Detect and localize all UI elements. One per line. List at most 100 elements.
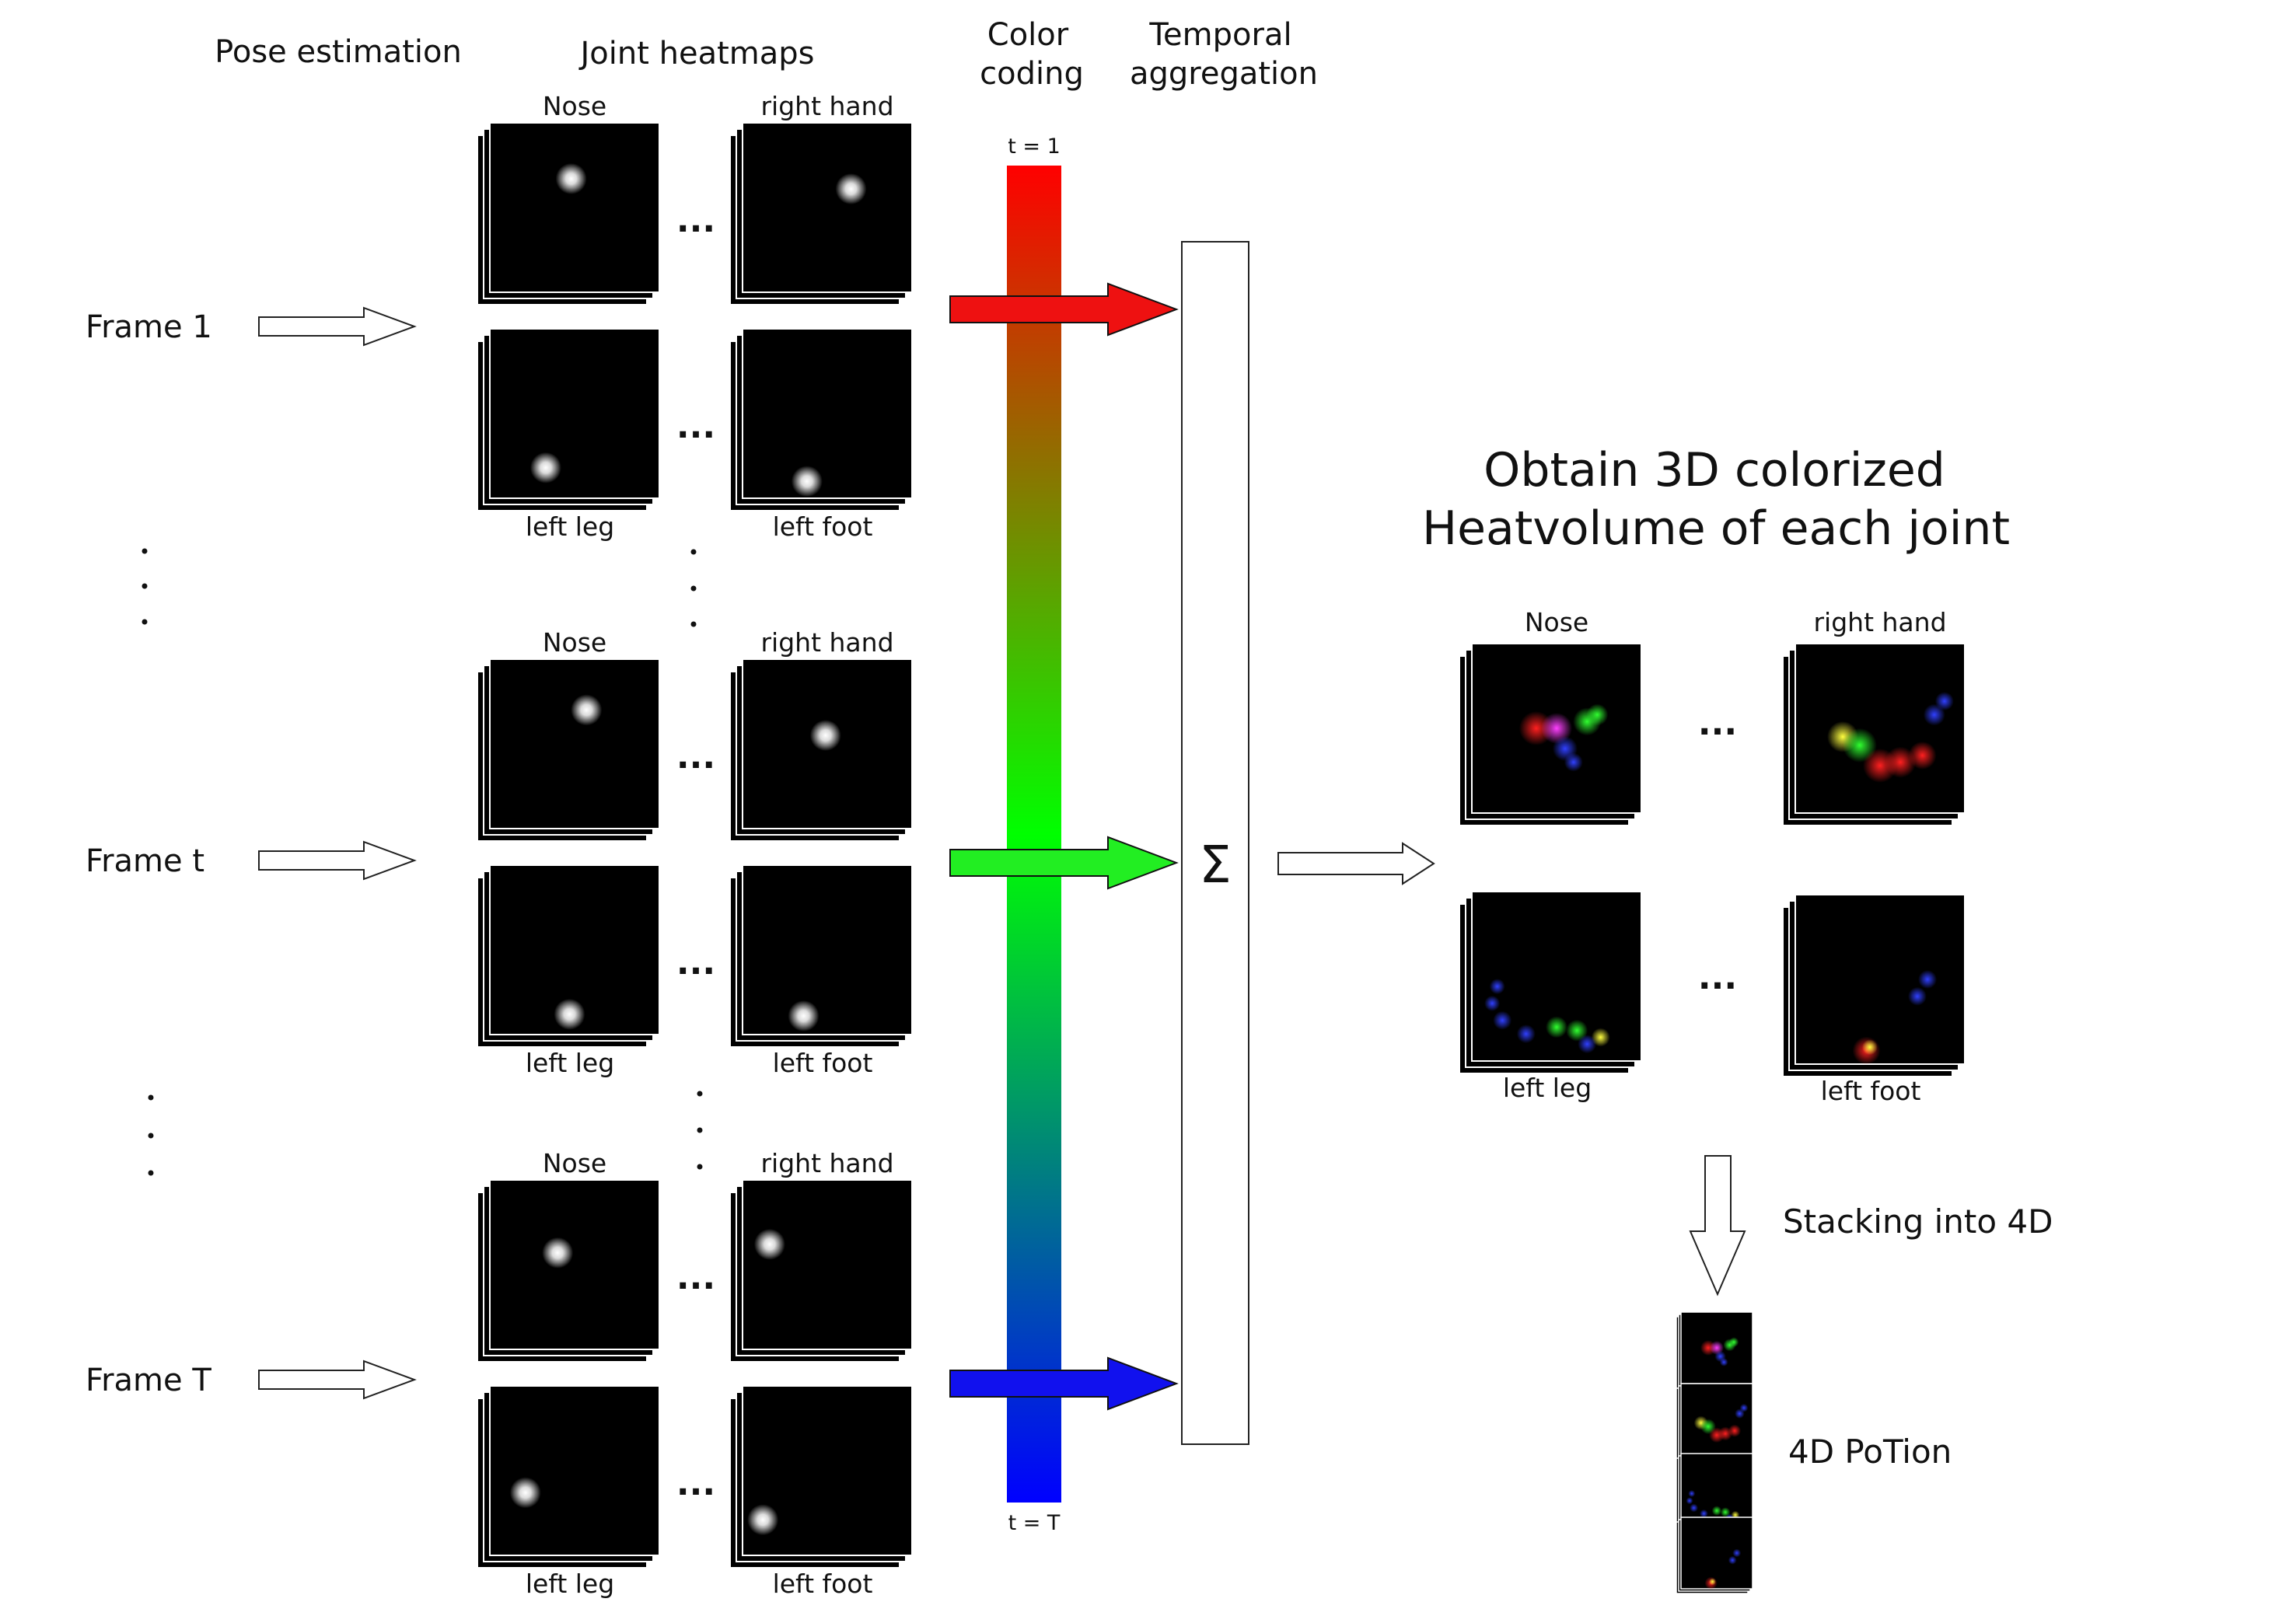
heatvolume-label-left-leg: left leg	[1503, 1073, 1592, 1103]
trail-glow	[1541, 713, 1572, 744]
trail-glow	[1728, 1337, 1739, 1347]
heatvolume-ellipsis: ...	[1698, 958, 1737, 997]
joint-blob	[571, 694, 603, 726]
stacking-label: Stacking into 4D	[1783, 1202, 2053, 1241]
joint-blob	[788, 1000, 820, 1032]
header-color-coding-line2: coding	[980, 56, 1084, 92]
joint-blob	[542, 1237, 574, 1269]
heatvolume-left-foot	[1782, 894, 1966, 1077]
heatmap-label-left-leg: left leg	[526, 511, 614, 542]
trail-glow	[1516, 1024, 1536, 1044]
stacking-arrow	[1689, 1155, 1746, 1297]
heatmap-ellipsis: ...	[676, 201, 715, 240]
heatmap-ellipsis: ...	[676, 1464, 715, 1503]
result-arrow	[1277, 842, 1435, 885]
header-color-coding-line1: Color	[987, 17, 1069, 53]
heatmap-label-nose: Nose	[543, 1148, 606, 1178]
trail-glow	[1708, 1578, 1716, 1586]
heatmap-label-left-foot: left foot	[773, 511, 873, 542]
color-arrows	[949, 282, 1179, 1411]
potion-label: 4D PoTion	[1788, 1433, 1952, 1471]
trail-glow	[1861, 1039, 1878, 1056]
heatmap-left-leg	[477, 1385, 660, 1569]
joint-blob	[554, 998, 585, 1030]
row-ellipsis-1	[142, 548, 697, 627]
trail-glow	[1719, 1358, 1728, 1366]
potion-slice-4	[1676, 1517, 1753, 1594]
frame-arrow	[258, 306, 417, 347]
joint-blob	[791, 466, 823, 497]
heatmap-right-hand	[729, 122, 913, 305]
heatmap-ellipsis: ...	[676, 737, 715, 777]
heatmap-ellipsis: ...	[676, 943, 715, 983]
heatmap-left-foot	[729, 1385, 913, 1569]
heatmap-label-left-leg: left leg	[526, 1569, 614, 1599]
trail-glow	[1923, 703, 1945, 726]
trail-glow	[1690, 1503, 1698, 1513]
trail-glow	[1484, 995, 1501, 1011]
color-arrow-frame-3	[949, 1356, 1179, 1411]
heatmap-nose	[477, 122, 660, 305]
heatvolume-ellipsis: ...	[1698, 703, 1737, 743]
joint-blob	[555, 162, 587, 194]
color-bar-top-label: t = 1	[1008, 134, 1061, 159]
frame-row-2: Frame t Nose right hand... left leg left foo…	[86, 627, 913, 1078]
trail-glow	[1489, 979, 1505, 995]
trail-glow	[1546, 1016, 1567, 1038]
frame-row-1: Frame 1 Nose right hand... left leg left foo…	[86, 91, 913, 542]
heatmap-left-leg	[477, 328, 660, 511]
trail-glow	[1907, 986, 1927, 1006]
aggregation-box	[1181, 241, 1249, 1445]
result-heatvolumes: Nose right hand left leg left foot......	[1459, 607, 1966, 1106]
color-coding-bar	[1007, 166, 1061, 1503]
heatmap-label-left-foot: left foot	[773, 1569, 873, 1599]
joint-blob	[835, 173, 867, 205]
result-title-line1: Obtain 3D colorized	[1483, 443, 1945, 497]
frame-arrow	[258, 1359, 417, 1400]
trail-glow	[1688, 1490, 1696, 1498]
heatmap-right-hand	[729, 658, 913, 842]
heatmap-label-nose: Nose	[543, 91, 606, 121]
heatmap-ellipsis: ...	[676, 1258, 715, 1297]
joint-blob	[529, 452, 561, 483]
heatmap-label-left-foot: left foot	[773, 1048, 873, 1078]
header-pose-estimation: Pose estimation	[215, 34, 462, 70]
header-joint-heatmaps: Joint heatmaps	[578, 36, 815, 72]
heatmap-label-left-leg: left leg	[526, 1048, 614, 1078]
trail-glow	[1566, 1019, 1588, 1042]
heatvolume-label-nose: Nose	[1525, 607, 1588, 637]
heatmap-left-foot	[729, 864, 913, 1048]
trail-glow	[1739, 1403, 1749, 1412]
header-temporal-line2: aggregation	[1130, 56, 1318, 92]
trail-glow	[1686, 1497, 1693, 1505]
frame-label: Frame T	[86, 1363, 211, 1398]
joint-blob	[509, 1477, 541, 1509]
trail-glow	[1732, 1548, 1742, 1558]
color-arrow-frame-1	[949, 282, 1179, 337]
heatvolume-left-leg	[1459, 891, 1642, 1074]
heatmap-right-hand	[729, 1179, 913, 1363]
heatvolume-label-left-foot: left foot	[1821, 1076, 1921, 1106]
frame-label: Frame t	[86, 843, 204, 879]
potion-slice-1	[1676, 1311, 1753, 1389]
heatmap-left-foot	[729, 328, 913, 511]
trail-glow	[1908, 741, 1937, 770]
header-temporal-line1: Temporal	[1148, 17, 1291, 53]
color-bar-bottom-label: t = T	[1008, 1511, 1061, 1535]
trail-glow	[1578, 1035, 1597, 1054]
color-arrow-frame-2	[949, 836, 1179, 890]
potion-slice-2	[1676, 1383, 1753, 1461]
trail-glow	[1885, 746, 1917, 778]
heatmap-nose	[477, 658, 660, 842]
heatmap-left-leg	[477, 864, 660, 1048]
trail-glow	[1711, 1506, 1722, 1516]
heatmap-label-nose: Nose	[543, 627, 606, 658]
potion-stack	[1676, 1311, 1753, 1594]
heatvolume-nose	[1459, 643, 1642, 826]
result-title-line2: Heatvolume of each joint	[1422, 501, 2010, 556]
joint-blob	[809, 720, 841, 752]
frames-layer: Frame 1 Nose right hand... left leg left foo…	[86, 91, 913, 1599]
heatmap-label-right-hand: right hand	[760, 627, 893, 658]
